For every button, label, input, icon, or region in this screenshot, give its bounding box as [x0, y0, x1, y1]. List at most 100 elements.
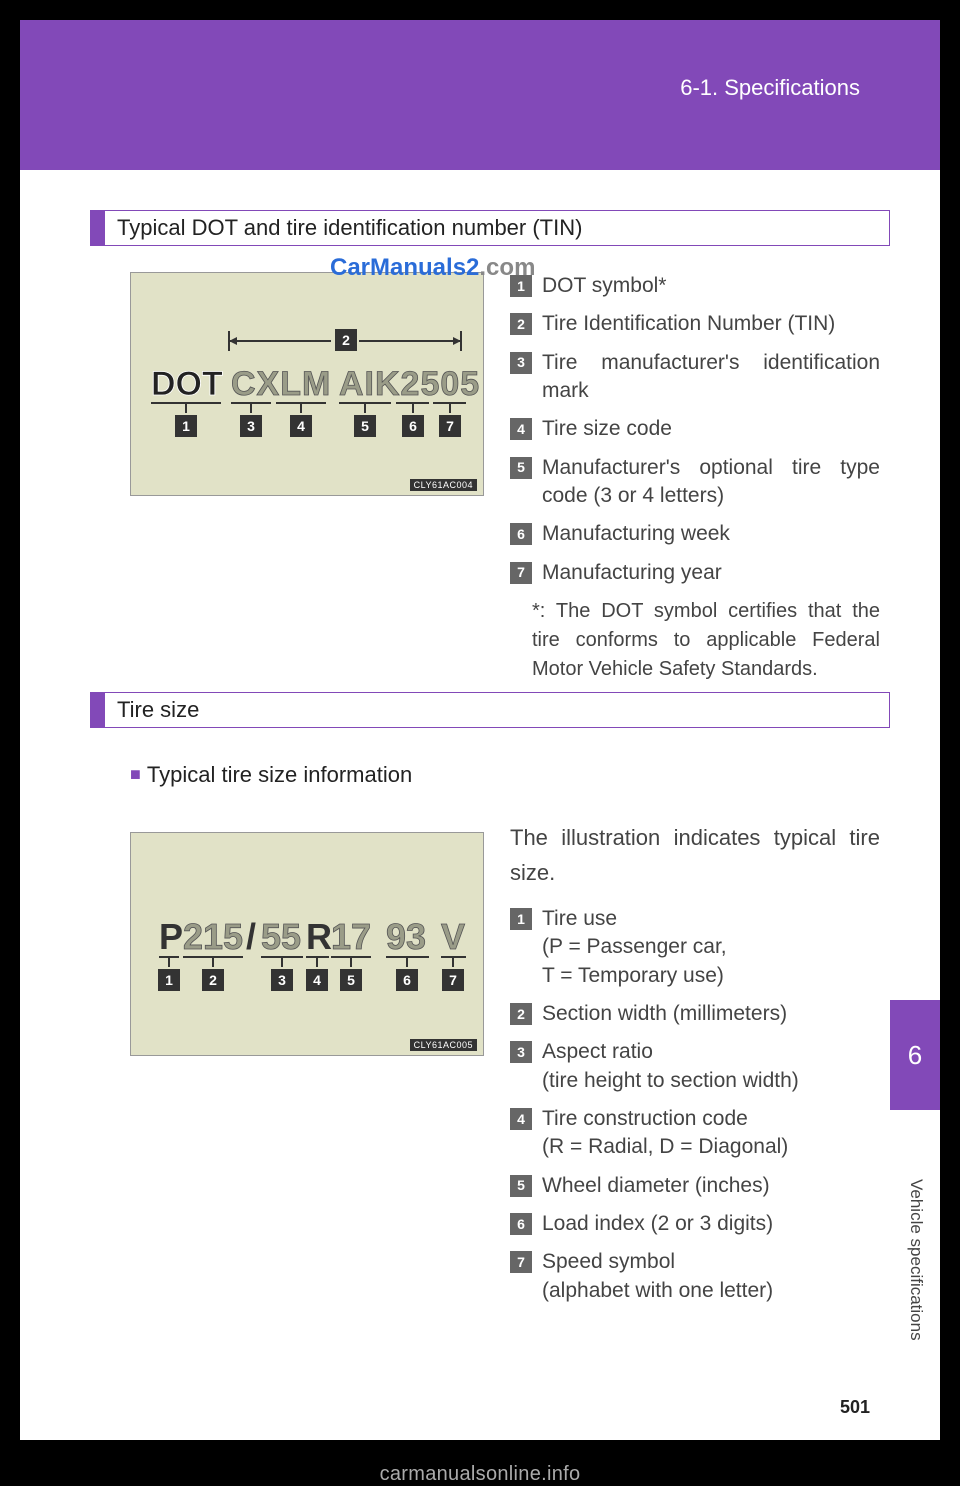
svg-text:5: 5 [361, 418, 369, 434]
list-item: 4 Tire construction code (R = Radial, D = … [510, 1105, 880, 1162]
svg-text:7: 7 [449, 972, 457, 988]
callout-num: 4 [510, 418, 532, 440]
list-text: Section width (millimeters) [542, 1000, 880, 1028]
tin-footnote: *: The DOT symbol certifies that the tir… [510, 597, 880, 684]
callout-num: 1 [510, 908, 532, 930]
figure-tire-size-svg: P 215 / 55 R 17 93 V 1 2 3 4 [131, 833, 485, 1057]
list-item: 6 Manufacturing week [510, 520, 880, 548]
svg-text:DOT: DOT [151, 365, 223, 403]
list-text-main: Aspect ratio [542, 1040, 653, 1063]
page: 6-1. Specifications CarManuals2.com Typi… [20, 20, 940, 1440]
svg-text:R: R [306, 916, 332, 957]
chapter-heading: 6-1. Specifications [680, 75, 860, 101]
svg-text:93: 93 [386, 916, 426, 957]
svg-text:17: 17 [331, 916, 371, 957]
callout-num: 5 [510, 457, 532, 479]
section-header-tin: Typical DOT and tire identification numb… [90, 210, 890, 246]
tire-size-intro: The illustration indicates typical tire … [510, 820, 880, 890]
section-title: Typical DOT and tire identification numb… [117, 215, 582, 241]
section-header-accent [91, 211, 105, 245]
svg-text:1: 1 [165, 972, 173, 988]
tire-size-list: 1 Tire use (P = Passenger car, T = Tempora… [510, 905, 880, 1315]
callout-num: 2 [510, 313, 532, 335]
list-text: Load index (2 or 3 digits) [542, 1210, 880, 1238]
svg-text:5: 5 [347, 972, 355, 988]
list-item: 5 Manufacturer's optional tire type code … [510, 454, 880, 511]
list-text-main: Tire construction code [542, 1107, 748, 1130]
svg-text:V: V [441, 916, 465, 957]
section-header-tire-size: Tire size [90, 692, 890, 728]
callout-num: 3 [510, 352, 532, 374]
section-title: Tire size [117, 697, 199, 723]
list-text: Manufacturer's optional tire type code (… [542, 454, 880, 511]
figure-code: CLY61AC005 [410, 1039, 477, 1051]
svg-text:215: 215 [183, 916, 243, 957]
list-item: 1DOT symbol* [510, 272, 880, 300]
list-text: DOT symbol* [542, 272, 880, 300]
callout-num: 6 [510, 523, 532, 545]
list-item: 5 Wheel diameter (inches) [510, 1172, 880, 1200]
list-text-sub: (R = Radial, D = Diagonal) [542, 1133, 880, 1161]
sub-heading-text: Typical tire size information [147, 762, 412, 787]
figure-tin-svg: 2 DOT CXLM AIK2505 1 3 4 5 6 [131, 273, 485, 497]
list-item: 3 Tire manufacturer's identification mark [510, 349, 880, 406]
section-header-accent [91, 693, 105, 727]
footer-watermark: carmanualsonline.info [0, 1463, 960, 1486]
list-item: 3 Aspect ratio (tire height to section wid… [510, 1038, 880, 1095]
list-text-sub: (tire height to section width) [542, 1067, 880, 1095]
tin-list: 1DOT symbol* 2 Tire Identification Number… [510, 272, 880, 684]
list-item: 1 Tire use (P = Passenger car, T = Tempora… [510, 905, 880, 990]
svg-text:4: 4 [297, 418, 305, 434]
square-bullet-icon: ■ [130, 764, 141, 784]
list-text: Speed symbol (alphabet with one letter) [542, 1248, 880, 1305]
figure-tire-size: P 215 / 55 R 17 93 V 1 2 3 4 [130, 832, 484, 1056]
callout-num: 5 [510, 1175, 532, 1197]
watermark: CarManuals2.com [330, 254, 535, 282]
list-item: 7 Manufacturing year [510, 559, 880, 587]
list-text-main: Speed symbol [542, 1250, 675, 1273]
svg-text:6: 6 [403, 972, 411, 988]
svg-text:AIK2505: AIK2505 [339, 365, 480, 403]
svg-text:7: 7 [446, 418, 454, 434]
list-text: Aspect ratio (tire height to section widt… [542, 1038, 880, 1095]
chapter-side-label: Vehicle specifications [904, 1130, 926, 1390]
list-text: Tire use (P = Passenger car, T = Temporar… [542, 905, 880, 990]
svg-text:1: 1 [182, 418, 190, 434]
list-item: 2 Tire Identification Number (TIN) [510, 310, 880, 338]
list-text: Tire size code [542, 415, 880, 443]
svg-text:3: 3 [278, 972, 286, 988]
list-item: 7Speed symbol(alphabet with one letter) [510, 1248, 880, 1305]
figure-code: CLY61AC004 [410, 479, 477, 491]
list-text: Manufacturing week [542, 520, 880, 548]
callout-num: 6 [510, 1213, 532, 1235]
callout-num: 4 [510, 1108, 532, 1130]
list-item: 2 Section width (millimeters) [510, 1000, 880, 1028]
figure-tin: 2 DOT CXLM AIK2505 1 3 4 5 6 [130, 272, 484, 496]
list-text: Tire Identification Number (TIN) [542, 310, 880, 338]
list-item: 4 Tire size code [510, 415, 880, 443]
list-text: Wheel diameter (inches) [542, 1172, 880, 1200]
list-text: Tire manufacturer's identification mark [542, 349, 880, 406]
svg-text:2: 2 [209, 972, 217, 988]
watermark-part1: CarManuals2 [330, 254, 479, 281]
page-number: 501 [840, 1397, 870, 1418]
callout-num: 2 [510, 1003, 532, 1025]
svg-text:/: / [246, 916, 256, 957]
list-item: 6 Load index (2 or 3 digits) [510, 1210, 880, 1238]
list-text-sub: (P = Passenger car, T = Temporary use) [542, 933, 880, 990]
list-text: Tire construction code (R = Radial, D = D… [542, 1105, 880, 1162]
list-text-sub: (alphabet with one letter) [542, 1277, 880, 1305]
svg-text:6: 6 [409, 418, 417, 434]
chapter-tab: 6 [890, 1000, 940, 1110]
callout-num: 7 [510, 562, 532, 584]
sub-heading: ■ Typical tire size information [130, 762, 412, 788]
svg-text:2: 2 [342, 332, 350, 348]
watermark-part2: .com [479, 254, 535, 281]
list-text: Manufacturing year [542, 559, 880, 587]
svg-text:3: 3 [247, 418, 255, 434]
svg-text:CXLM: CXLM [231, 365, 331, 403]
svg-text:4: 4 [313, 972, 321, 988]
list-text-main: Tire use [542, 907, 617, 930]
callout-num: 3 [510, 1041, 532, 1063]
svg-text:55: 55 [261, 916, 301, 957]
